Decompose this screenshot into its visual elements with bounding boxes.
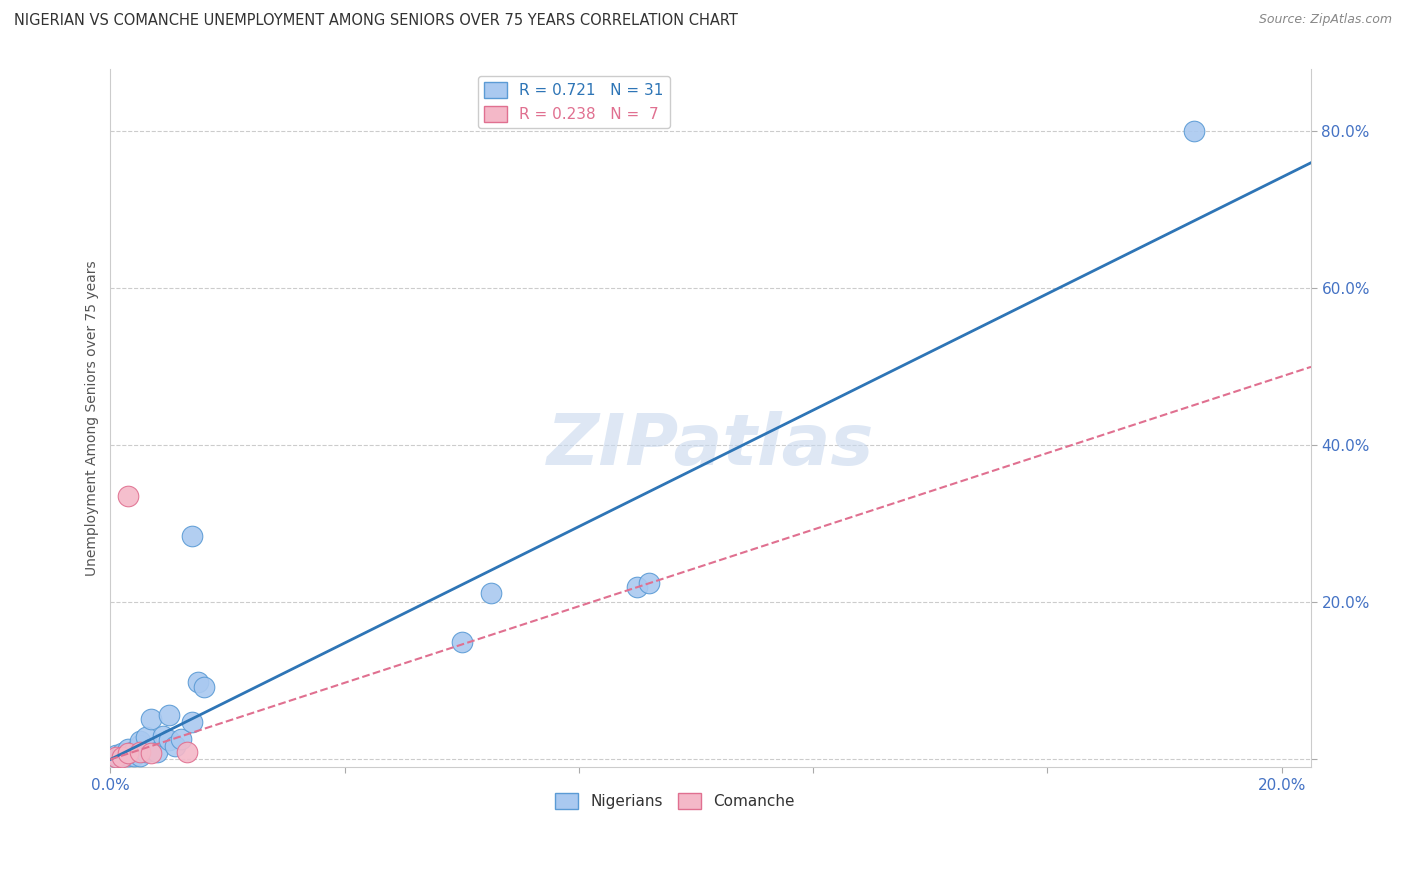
Point	[141, 746, 163, 760]
Point	[117, 746, 139, 760]
Point	[181, 714, 204, 729]
Text: NIGERIAN VS COMANCHE UNEMPLOYMENT AMONG SENIORS OVER 75 YEARS CORRELATION CHART: NIGERIAN VS COMANCHE UNEMPLOYMENT AMONG …	[14, 13, 738, 29]
Point	[105, 750, 128, 764]
Point	[135, 745, 157, 759]
Point	[111, 750, 134, 764]
Point	[181, 529, 204, 543]
Point	[163, 739, 186, 753]
Point	[117, 742, 139, 756]
Y-axis label: Unemployment Among Seniors over 75 years: Unemployment Among Seniors over 75 years	[86, 260, 100, 575]
Text: Source: ZipAtlas.com: Source: ZipAtlas.com	[1258, 13, 1392, 27]
Point	[479, 586, 502, 600]
Text: ZIPatlas: ZIPatlas	[547, 411, 875, 480]
Point	[128, 745, 150, 759]
Point	[111, 749, 134, 764]
Point	[626, 580, 648, 594]
Point	[117, 489, 139, 503]
Point	[146, 745, 169, 759]
Point	[638, 575, 661, 590]
Point	[193, 680, 215, 694]
Point	[128, 734, 150, 748]
Point	[141, 742, 163, 756]
Point	[128, 739, 150, 753]
Point	[187, 675, 209, 690]
Point	[105, 748, 128, 763]
Point	[105, 750, 128, 764]
Point	[157, 707, 180, 722]
Point	[111, 746, 134, 760]
Point	[1182, 124, 1205, 138]
Point	[176, 745, 198, 759]
Point	[141, 712, 163, 726]
Point	[135, 731, 157, 745]
Point	[117, 746, 139, 760]
Point	[122, 744, 145, 758]
Point	[122, 749, 145, 764]
Legend: Nigerians, Comanche: Nigerians, Comanche	[548, 788, 800, 815]
Point	[152, 729, 174, 743]
Point	[117, 749, 139, 764]
Point	[157, 732, 180, 747]
Point	[128, 749, 150, 764]
Point	[170, 731, 193, 746]
Point	[450, 634, 472, 648]
